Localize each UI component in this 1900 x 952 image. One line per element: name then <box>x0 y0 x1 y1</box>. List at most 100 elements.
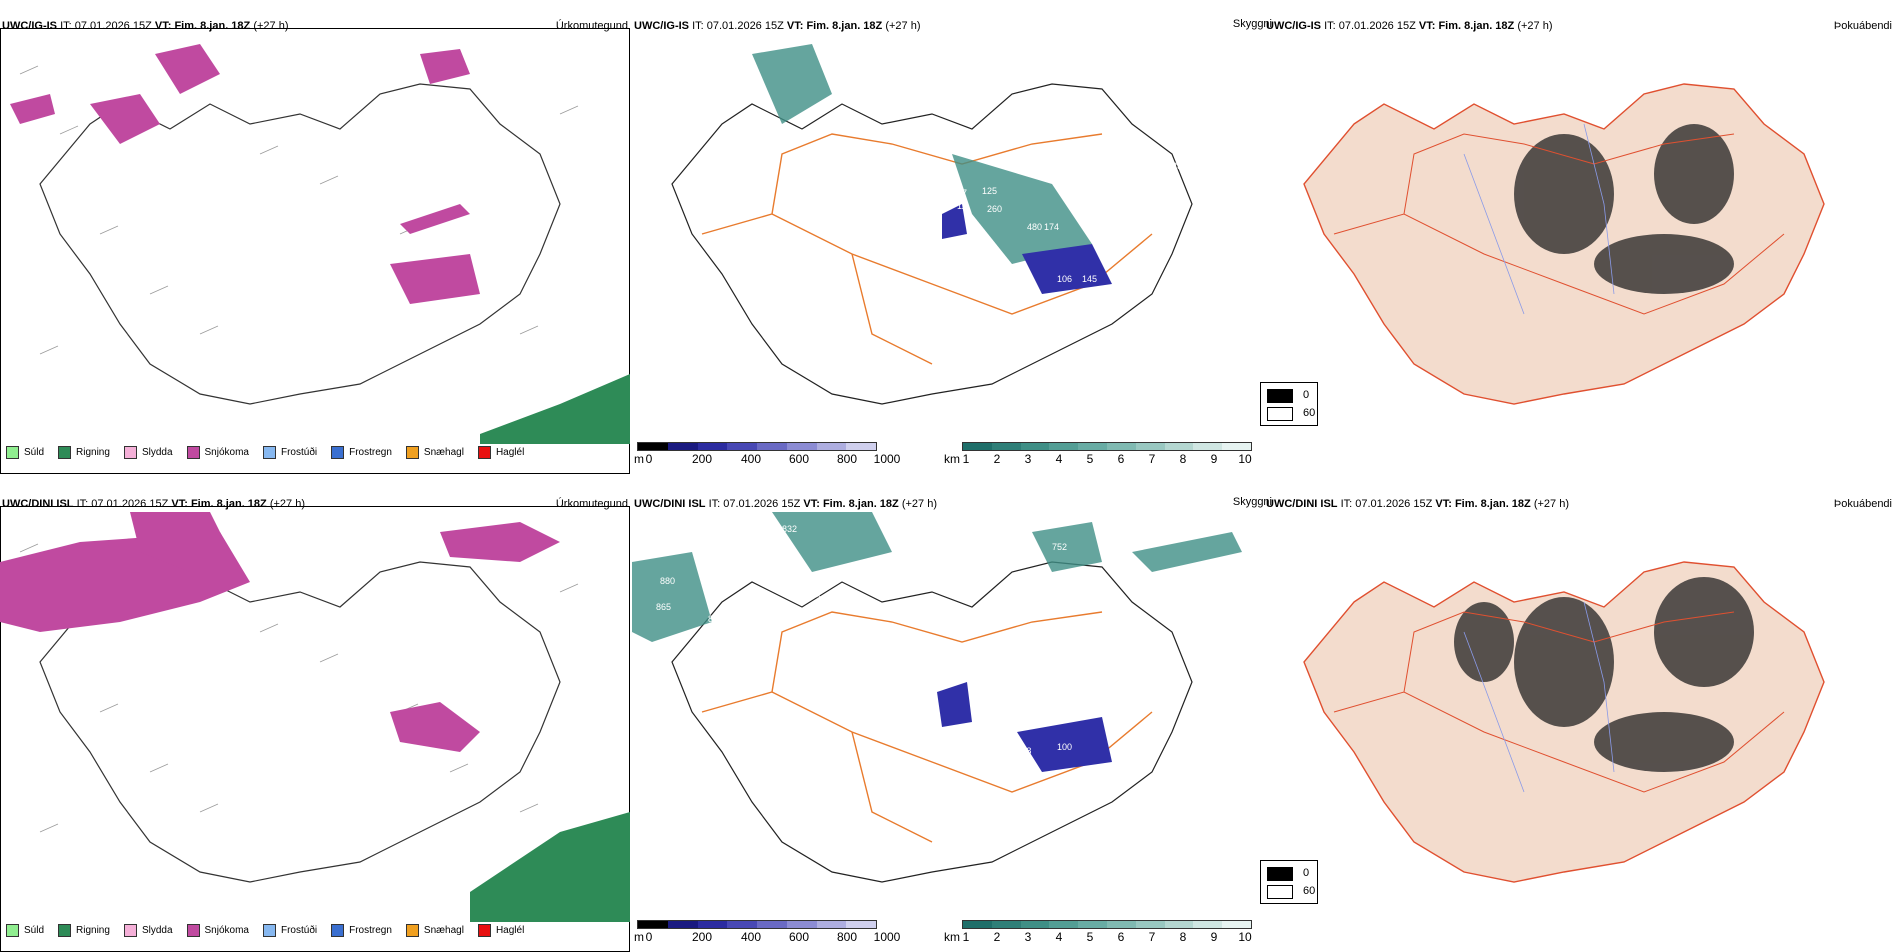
map-label: 89 <box>1112 744 1122 754</box>
legend-swatch <box>477 924 491 937</box>
precip-legend: Súld Rigning Slydda Snjókoma Frostúði Fr… <box>6 924 524 937</box>
map-label: 112 <box>1017 276 1031 286</box>
map-label: 132 <box>782 572 797 582</box>
map-label: 808 <box>760 146 775 156</box>
visibility-panel-row1: UWC/IG-IS IT: 07.01.2026 15Z VT: Fim. 8.… <box>632 14 1272 474</box>
fog-legend-black-swatch <box>1267 389 1293 403</box>
ceiling-ticks: 0 200 400 600 800 1000 <box>645 930 901 944</box>
legend-item: Slydda <box>123 924 173 937</box>
low-visibility-areas <box>752 44 1092 264</box>
legend-item: Snæhagl <box>405 924 464 937</box>
legend-item: Frostregn <box>331 924 392 937</box>
fog-legend-black-swatch <box>1267 867 1293 881</box>
visibility-map: 832 880 865 886 577 132 283 169 117 154 … <box>632 512 1242 883</box>
map-label: 11 <box>957 201 966 211</box>
fog-legend-white-swatch <box>1267 885 1293 899</box>
precip-type-panel-row1: UWC/IG-IS IT: 07.01.2026 15Z VT: Fim. 8.… <box>0 14 632 474</box>
map-label: 137 <box>952 188 967 198</box>
visibility-legend: km 1 2 3 4 5 6 7 8 9 10 <box>944 442 1252 466</box>
precip-type-panel-row2: UWC/DINI ISL IT: 07.01.2026 15Z VT: Fim.… <box>0 492 632 952</box>
rain-area <box>470 812 630 922</box>
map-label: 283 <box>816 594 831 604</box>
iceland-outline <box>671 83 1193 405</box>
map-label: 145 <box>1082 274 1097 284</box>
legend-item: Frostúði <box>262 924 317 937</box>
legend-item: Snjókoma <box>186 446 249 459</box>
visibility-unit: km <box>944 452 960 466</box>
iceland-outline <box>39 83 561 405</box>
map-label: 24 <box>1062 774 1072 784</box>
ceiling-colorbar <box>637 920 877 929</box>
panel-header: UWC/DINI ISL IT: 07.01.2026 15Z VT: Fim.… <box>1266 498 1569 510</box>
map-label: 117 <box>990 654 1004 664</box>
fog-legend-white-label: 60 <box>1303 885 1316 897</box>
map-label: 752 <box>1052 542 1067 552</box>
map-label: 836 <box>1202 526 1217 536</box>
legend-item: Slydda <box>123 446 173 459</box>
iceland-outline <box>39 561 561 883</box>
map-label: 376 <box>982 710 997 720</box>
legend-swatch <box>123 924 137 937</box>
legend-swatch <box>477 446 491 459</box>
fog-legend: 0 60 <box>1260 860 1318 904</box>
fog-roads <box>1333 133 1785 315</box>
legend-swatch <box>58 924 72 937</box>
legend-swatch <box>405 924 419 937</box>
visibility-map: 870 808 160 125 11 260 137 480 174 145 1… <box>671 44 1193 405</box>
fog-legend-white-swatch <box>1267 407 1293 421</box>
panel-title: Skyggni <box>1232 18 1272 30</box>
visibility-unit: km <box>944 930 960 944</box>
ceiling-unit: m <box>634 452 644 466</box>
visibility-panel-row2: UWC/DINI ISL IT: 07.01.2026 15Z VT: Fim.… <box>632 492 1272 952</box>
legend-item: Haglél <box>477 446 524 459</box>
map-label: 154 <box>1092 614 1107 624</box>
low-visibility-areas <box>632 512 1242 642</box>
ceiling-labels: 832 880 865 886 577 132 283 169 117 154 … <box>656 524 1217 784</box>
legend-item: Rigning <box>58 924 110 937</box>
visibility-ticks: 1 2 3 4 5 6 7 8 9 10 <box>962 930 1252 944</box>
map-label: 118 <box>1017 746 1031 756</box>
map-label: 169 <box>764 610 779 620</box>
legend-swatch <box>331 924 345 937</box>
legend-item: Snjókoma <box>186 924 249 937</box>
rain-area <box>480 374 630 444</box>
fog-dark-areas <box>1514 124 1734 294</box>
visibility-colorbar <box>962 920 1252 929</box>
map-label: 28 <box>1062 306 1072 316</box>
precip-legend: Súld Rigning Slydda Snjókoma Frostúði Fr… <box>6 446 524 459</box>
fog-legend-white-label: 60 <box>1303 407 1316 419</box>
fog-rivers <box>1463 601 1615 793</box>
low-ceiling-areas <box>942 204 1112 294</box>
map-label: 260 <box>987 204 1002 214</box>
ceiling-ticks: 0 200 400 600 800 1000 <box>645 452 901 466</box>
map-label: 106 <box>1057 274 1072 284</box>
map-label: 886 <box>708 614 723 624</box>
map-label: 577 <box>716 628 731 638</box>
fog-legend-black-label: 0 <box>1303 867 1310 879</box>
legend-item: Rigning <box>58 446 110 459</box>
panel-title: Þokuábendi <box>1833 20 1892 32</box>
fog-roads <box>1333 611 1785 793</box>
legend-swatch <box>6 924 19 937</box>
legend-item: Súld <box>6 446 44 459</box>
precip-type-map <box>0 512 630 922</box>
panel-header: UWC/DINI ISL IT: 07.01.2026 15Z VT: Fim.… <box>2 498 305 510</box>
legend-swatch <box>262 446 276 459</box>
fog-panel-row2: UWC/DINI ISL IT: 07.01.2026 15Z VT: Fim.… <box>1260 492 1896 952</box>
panel-title: Úrkomutegund <box>555 498 628 510</box>
legend-item: Snæhagl <box>405 446 464 459</box>
legend-item: Haglél <box>477 924 524 937</box>
legend-swatch <box>186 446 200 459</box>
precip-type-map <box>10 44 630 444</box>
map-label: 230 <box>1172 161 1187 171</box>
map-label: 870 <box>842 58 857 68</box>
fog-panel-row1: UWC/IG-IS IT: 07.01.2026 15Z VT: Fim. 8.… <box>1260 14 1896 474</box>
map-label: 832 <box>782 524 797 534</box>
visibility-colorbar <box>962 442 1252 451</box>
map-label: 96 <box>1112 276 1122 286</box>
panel-header: UWC/IG-IS IT: 07.01.2026 15Z VT: Fim. 8.… <box>634 20 921 32</box>
map-label: 865 <box>656 602 671 612</box>
map-label: 174 <box>1044 222 1059 232</box>
map-label: 125 <box>982 186 997 196</box>
legend-item: Súld <box>6 924 44 937</box>
